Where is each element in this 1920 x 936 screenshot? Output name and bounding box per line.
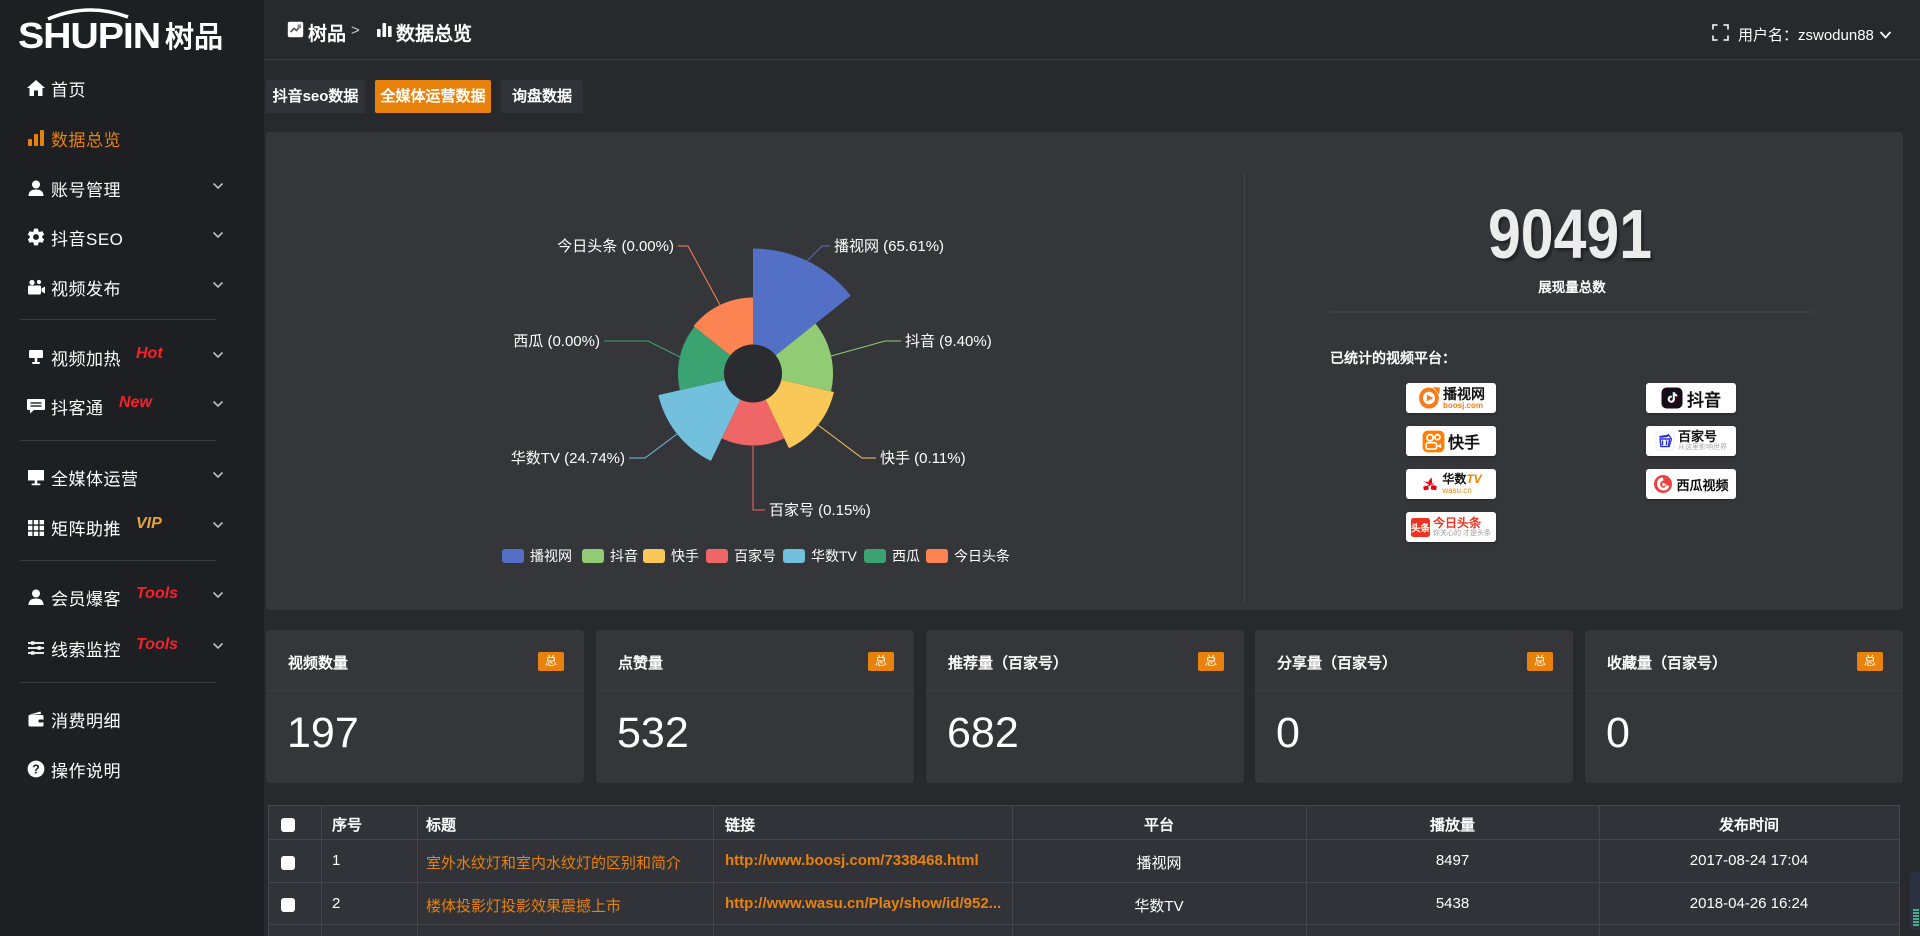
svg-text:抖音 (9.40%): 抖音 (9.40%) [905, 333, 992, 350]
svg-text:今日头条 (0.00%): 今日头条 (0.00%) [557, 238, 674, 255]
svg-text:华数TV: 华数TV [811, 548, 858, 564]
svg-text:SHUPIN: SHUPIN [18, 15, 160, 54]
svg-text:树品: 树品 [165, 21, 223, 54]
svg-text:西瓜 (0.00%): 西瓜 (0.00%) [513, 333, 600, 350]
svg-text:快手: 快手 [671, 548, 699, 564]
svg-text:西瓜: 西瓜 [892, 548, 920, 564]
svg-text:?: ? [32, 762, 40, 776]
svg-text:展现量总数: 展现量总数 [1538, 279, 1606, 295]
svg-text:快手 (0.11%): 快手 (0.11%) [880, 450, 966, 467]
svg-text:今日头条: 今日头条 [954, 548, 1010, 564]
svg-text:头条: 头条 [1411, 522, 1430, 534]
svg-text:已统计的视频平台：: 已统计的视频平台： [1330, 350, 1456, 366]
svg-text:90491: 90491 [1488, 195, 1652, 273]
svg-text:播视网: 播视网 [530, 548, 572, 564]
svg-text:播视网 (65.61%): 播视网 (65.61%) [834, 238, 944, 255]
svg-text:百家号: 百家号 [734, 548, 776, 564]
svg-text:抖音: 抖音 [610, 548, 638, 564]
svg-text:华数TV (24.74%): 华数TV (24.74%) [511, 450, 625, 467]
svg-text:百家号 (0.15%): 百家号 (0.15%) [769, 502, 871, 519]
